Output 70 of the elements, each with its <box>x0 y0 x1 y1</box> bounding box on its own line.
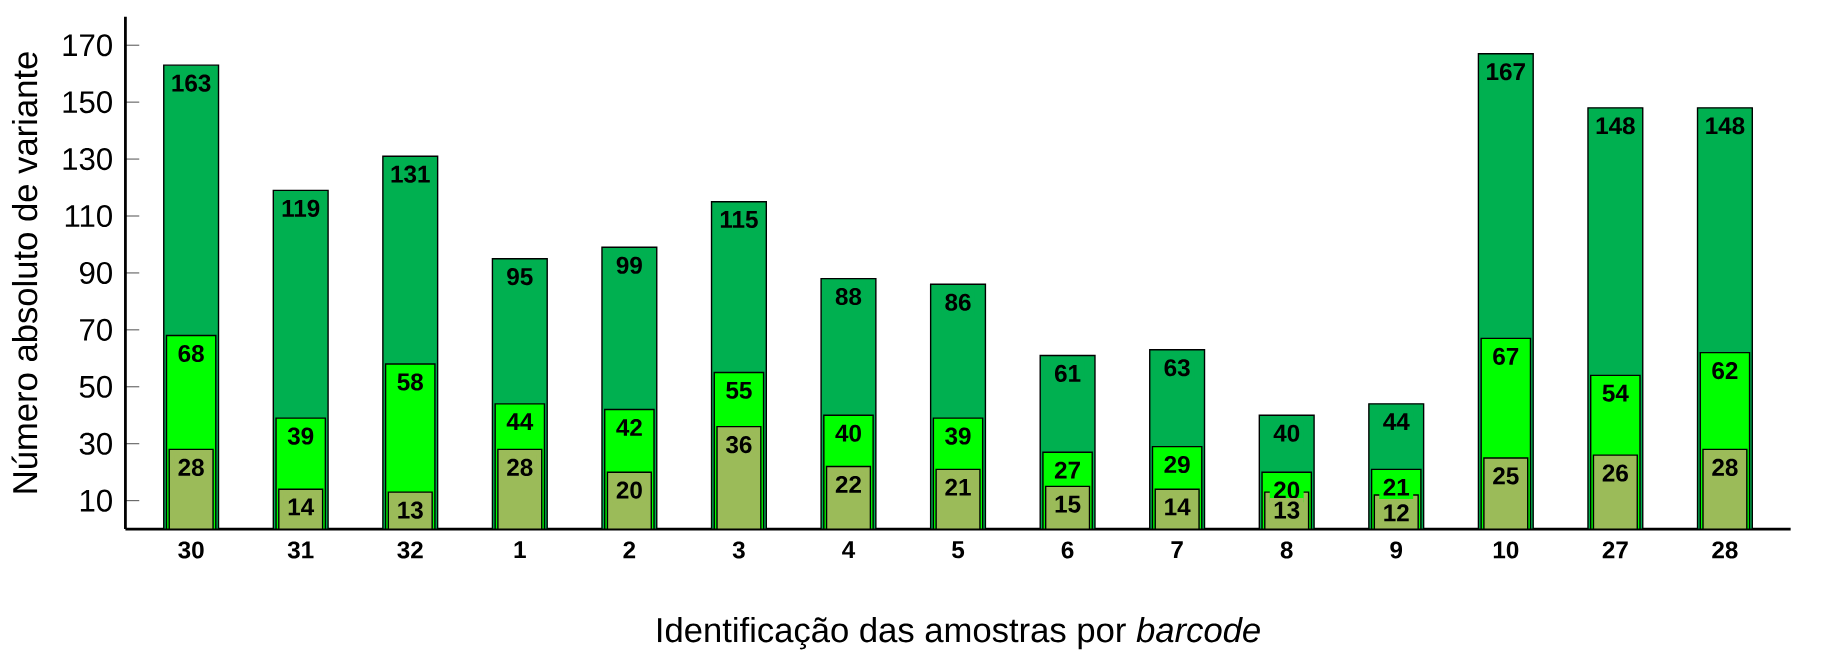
x-tick-label: 32 <box>397 541 423 559</box>
data-label: 13 <box>1274 501 1300 519</box>
data-label: 62 <box>1712 362 1738 380</box>
data-label: 22 <box>835 475 861 493</box>
x-tick-label: 30 <box>178 541 204 559</box>
data-label: 148 <box>1596 117 1635 135</box>
data-label: 42 <box>616 418 642 436</box>
data-label: 44 <box>1383 413 1410 430</box>
data-label: 27 <box>1054 461 1080 479</box>
x-tick-label: 27 <box>1602 541 1628 559</box>
x-tick-label: 7 <box>1171 541 1183 559</box>
data-label: 12 <box>1384 504 1409 522</box>
y-tick-label: 90 <box>79 261 112 285</box>
data-label: 26 <box>1602 464 1628 482</box>
data-label: 55 <box>726 381 752 399</box>
y-tick-label: 70 <box>80 318 112 341</box>
data-label: 99 <box>616 256 642 274</box>
x-tick-label: 9 <box>1390 541 1403 559</box>
data-label: 36 <box>725 436 752 454</box>
y-tick-label: 170 <box>63 34 112 57</box>
data-label: 67 <box>1493 347 1519 365</box>
data-label: 21 <box>945 478 971 496</box>
data-label: 58 <box>397 373 423 391</box>
data-label: 119 <box>282 199 320 217</box>
data-label: 28 <box>507 458 533 476</box>
data-label: 20 <box>616 481 642 499</box>
data-label: 15 <box>1055 495 1081 513</box>
data-label: 14 <box>288 498 315 516</box>
data-label: 13 <box>398 501 423 519</box>
y-tick-label: 130 <box>63 148 112 171</box>
x-tick-label: 3 <box>732 541 745 559</box>
x-tick-label: 8 <box>1280 541 1293 559</box>
x-tick-label: 28 <box>1712 541 1738 559</box>
y-tick-label: 150 <box>63 91 112 114</box>
y-tick-label: 10 <box>80 489 112 512</box>
data-label: 68 <box>178 344 204 363</box>
data-label: 163 <box>172 74 211 92</box>
data-label: 14 <box>1165 498 1191 516</box>
data-label: 44 <box>506 413 534 430</box>
data-label: 54 <box>1602 384 1629 402</box>
x-tick-label: 5 <box>952 541 965 559</box>
x-tick-label: 2 <box>623 541 636 559</box>
x-tick-label: 10 <box>1493 541 1519 559</box>
data-label: 39 <box>287 427 314 445</box>
data-label: 29 <box>1164 455 1190 474</box>
data-label: 88 <box>835 288 862 306</box>
data-label: 131 <box>391 165 430 183</box>
x-tick-label: 1 <box>514 541 526 559</box>
x-tick-label: 6 <box>1061 541 1074 559</box>
x-tick-label: 31 <box>287 541 314 559</box>
data-label: 40 <box>1273 424 1300 442</box>
data-label: 115 <box>720 211 758 229</box>
data-label: 167 <box>1487 63 1525 81</box>
data-label: 86 <box>945 293 971 311</box>
y-tick-label: 50 <box>79 375 112 398</box>
data-label: 40 <box>835 424 861 442</box>
data-label: 39 <box>945 427 971 445</box>
data-label: 148 <box>1706 117 1745 135</box>
data-label: 61 <box>1054 364 1081 383</box>
y-tick-label: 110 <box>65 204 112 228</box>
data-label: 95 <box>507 268 533 286</box>
data-label: 63 <box>1164 359 1190 377</box>
data-label: 28 <box>1712 458 1738 476</box>
y-axis-title: Número absoluto de variante <box>11 52 38 493</box>
x-tick-label: 4 <box>842 541 856 559</box>
y-tick-label: 30 <box>79 432 112 455</box>
data-label: 21 <box>1383 478 1410 496</box>
x-axis-title: Identificação das amostras por barcode <box>658 617 1260 650</box>
data-label: 28 <box>178 458 204 476</box>
data-label: 25 <box>1493 467 1519 485</box>
